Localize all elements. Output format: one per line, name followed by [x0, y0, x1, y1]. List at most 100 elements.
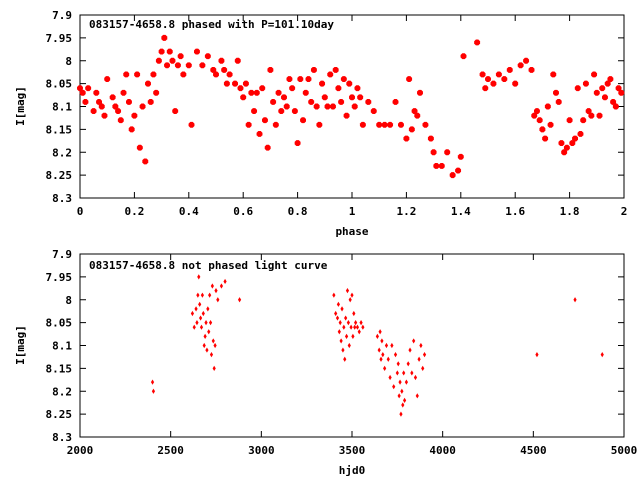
- unphased-data-point: [201, 310, 205, 317]
- phased-x-tick-label: 1: [349, 205, 356, 218]
- phased-data-point: [174, 62, 181, 69]
- phased-data-point: [242, 80, 249, 87]
- phased-data-point: [155, 57, 162, 64]
- phased-data-point: [561, 149, 568, 156]
- unphased-data-point: [347, 342, 351, 349]
- phased-data-point: [264, 144, 271, 151]
- phased-y-tick-label: 8.25: [46, 169, 73, 182]
- phased-data-point: [501, 76, 508, 83]
- phased-data-point: [536, 117, 543, 124]
- phased-data-point: [602, 94, 608, 101]
- phased-data-point: [354, 85, 361, 92]
- phased-data-point: [321, 94, 328, 101]
- unphased-data-point: [401, 402, 405, 408]
- unphased-x-axis-label: hjd0: [339, 464, 366, 477]
- phased-data-point: [340, 76, 347, 83]
- phased-data-point: [283, 103, 290, 110]
- phased-data-point: [618, 89, 625, 96]
- phased-data-point: [134, 71, 141, 78]
- unphased-data-point: [204, 320, 208, 326]
- unphased-data-point: [211, 338, 215, 344]
- phased-data-point: [534, 108, 540, 115]
- phased-data-point: [531, 112, 538, 119]
- unphased-y-tick-label: 8.1: [52, 340, 72, 353]
- unphased-data-point: [190, 310, 195, 317]
- phased-data-point: [112, 103, 119, 110]
- phased-data-point: [128, 126, 135, 133]
- unphased-data-point: [573, 297, 577, 303]
- phased-data-point: [563, 144, 570, 151]
- phased-data-point: [123, 71, 130, 78]
- unphased-x-tick-label: 2500: [157, 444, 184, 457]
- phased-data-point: [455, 167, 462, 174]
- phased-data-point: [365, 98, 372, 105]
- unphased-y-tick-label: 8.15: [46, 362, 73, 375]
- unphased-data-point: [237, 297, 242, 303]
- phased-data-point: [403, 135, 410, 142]
- phased-data-point: [596, 112, 603, 119]
- phased-ticks: 0 0.2 0.4 0.6 0.8 1 1.2 1.4 1.6 1.8 2 7.9 7.95 8 8.05 8…: [46, 9, 628, 218]
- unphased-data-point: [379, 356, 383, 362]
- phased-data-point: [406, 76, 413, 83]
- phased-x-tick-label: 1.6: [505, 205, 525, 218]
- unphased-x-tick-label: 4000: [429, 444, 456, 457]
- phased-data-point: [607, 76, 614, 83]
- phased-data-point: [145, 80, 151, 87]
- phased-data-point: [221, 66, 228, 73]
- phased-data-point: [232, 80, 238, 87]
- phased-data-point: [253, 89, 260, 96]
- unphased-data-point: [150, 379, 155, 385]
- phased-data-point: [332, 66, 339, 73]
- unphased-data-point: [353, 324, 357, 330]
- phased-data-point: [291, 108, 298, 115]
- unphased-data-point: [207, 329, 211, 335]
- phased-data-point: [430, 149, 437, 156]
- phased-data-point: [460, 53, 467, 60]
- unphased-y-tick-label: 8: [65, 294, 72, 307]
- phased-data-point: [330, 103, 336, 110]
- unphased-data-point: [404, 379, 408, 385]
- phased-data-point: [351, 103, 358, 110]
- unphased-data-point: [212, 365, 216, 371]
- phased-data-point: [147, 98, 154, 105]
- unphased-data-point: [378, 329, 382, 335]
- unphased-data-point: [361, 324, 365, 330]
- phased-data-point: [547, 121, 554, 128]
- phased-data-point: [272, 121, 279, 128]
- phased-data-point: [237, 85, 244, 92]
- phased-data-point: [294, 140, 301, 147]
- unphased-data-point: [203, 333, 207, 339]
- unphased-data-point: [383, 365, 387, 371]
- unphased-data-point: [219, 283, 224, 289]
- phased-data-point: [457, 153, 464, 160]
- phased-data-point: [485, 76, 491, 83]
- phased-data-point: [109, 94, 116, 101]
- unphased-data-point: [417, 356, 421, 362]
- phased-y-tick-label: 8.3: [52, 192, 72, 205]
- unphased-y-tick-label: 8.05: [46, 317, 73, 330]
- phased-data-point: [444, 149, 451, 156]
- phased-data-point: [85, 85, 92, 92]
- phased-data-point: [610, 98, 617, 105]
- phased-data-point: [259, 85, 266, 92]
- phased-data-point: [357, 94, 364, 101]
- phased-data-point: [150, 71, 157, 78]
- phased-data-point: [267, 66, 274, 73]
- unphased-data-point: [348, 297, 352, 303]
- unphased-data-point: [344, 315, 348, 321]
- phased-data-point: [349, 94, 355, 101]
- unphased-plot-frame: [79, 253, 625, 438]
- phased-data-point: [177, 53, 184, 60]
- phased-data-point: [392, 98, 399, 105]
- phased-data-point: [319, 80, 326, 87]
- unphased-data-point: [400, 388, 404, 394]
- unphased-data-point: [375, 333, 379, 339]
- phased-data-point: [335, 85, 342, 92]
- unphased-data-point: [399, 411, 403, 417]
- phased-data-point: [574, 85, 581, 92]
- unphased-data-point: [600, 352, 604, 358]
- unphased-y-tick-label: 8.2: [52, 385, 72, 398]
- unphased-data-point: [393, 352, 398, 358]
- phased-data-point: [582, 80, 589, 87]
- unphased-data-point: [341, 347, 345, 353]
